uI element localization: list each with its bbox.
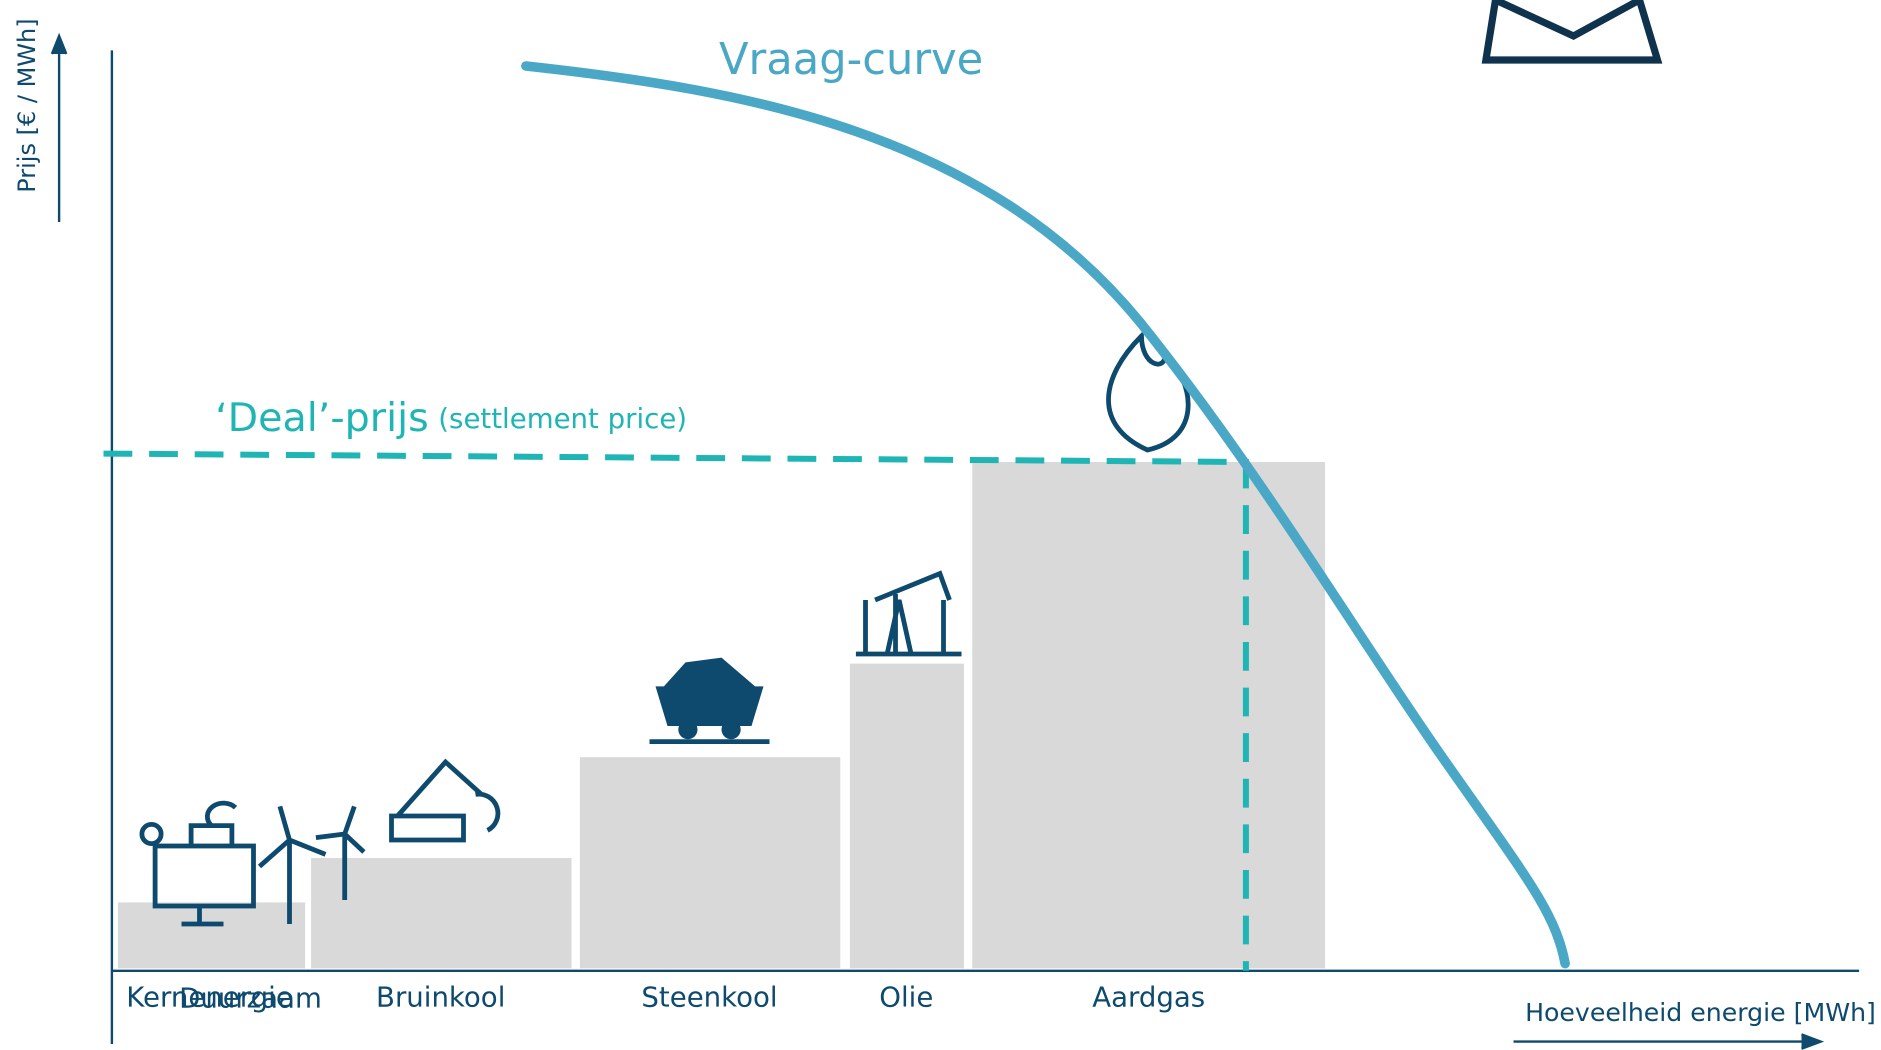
block-aardgas bbox=[972, 462, 1326, 969]
source-label: Bruinkool bbox=[376, 980, 505, 1013]
x-axis-label: Hoeveelheid energie [MWh] bbox=[1525, 998, 1876, 1027]
coal-wheel bbox=[678, 720, 698, 740]
source-label: Kernenergie bbox=[126, 980, 293, 1013]
coal-icon bbox=[655, 657, 764, 726]
y-arrow bbox=[50, 32, 68, 222]
block-bruinkool bbox=[311, 858, 572, 969]
logo bbox=[1481, 0, 1663, 64]
block-steenkool bbox=[579, 757, 841, 969]
icons bbox=[139, 330, 1191, 927]
source-label: Steenkool bbox=[641, 980, 777, 1013]
y-axis-label: Prijs [€ / MWh] bbox=[13, 18, 41, 192]
deal-price-label: ‘Deal’-prijs (settlement price) bbox=[215, 395, 687, 441]
x-arrow bbox=[1513, 1033, 1825, 1050]
block-kernenergie bbox=[117, 902, 306, 969]
coal-wheel bbox=[721, 720, 741, 740]
block-olie bbox=[849, 663, 964, 969]
deal-price-note: (settlement price) bbox=[438, 402, 687, 435]
source-label: Aardgas bbox=[1092, 980, 1205, 1013]
source-label: Duurzaam bbox=[179, 982, 322, 1015]
demand-curve-label: Vraag-curve bbox=[719, 35, 983, 85]
deal-price-title: ‘Deal’-prijs bbox=[215, 395, 429, 441]
demand-curve bbox=[521, 61, 1570, 969]
source-label: Olie bbox=[879, 980, 933, 1013]
